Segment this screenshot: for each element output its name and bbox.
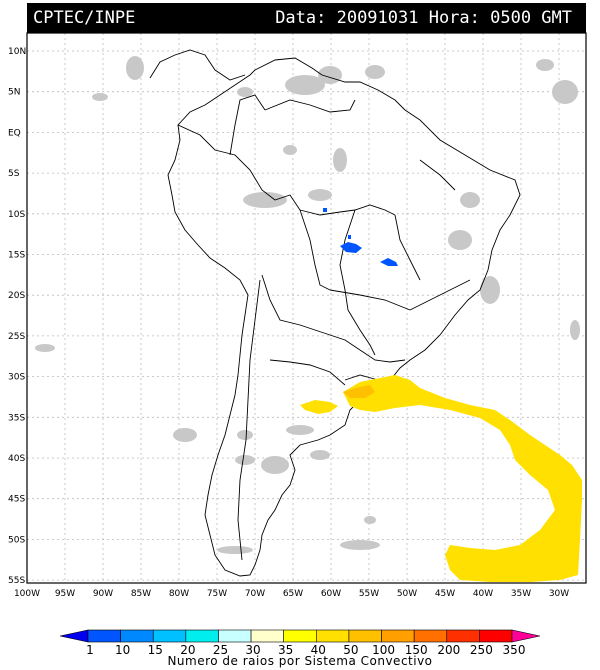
colorbar-level-label: 250 bbox=[470, 643, 493, 657]
colorbar-segment bbox=[218, 629, 252, 643]
graticule bbox=[27, 33, 586, 583]
lat-label: 15S bbox=[8, 251, 25, 261]
colorbar-level-label: 40 bbox=[311, 643, 326, 657]
map-header: CPTEC/INPE Data: 20091031 Hora: 0500 GMT bbox=[27, 3, 586, 33]
colorbar-level-label: 20 bbox=[180, 643, 195, 657]
colorbar-segment bbox=[446, 629, 480, 643]
lon-label: 65W bbox=[283, 589, 303, 599]
lat-label: 10N bbox=[8, 47, 26, 57]
colorbar-level-label: 350 bbox=[503, 643, 526, 657]
colorbar-segment bbox=[511, 629, 541, 643]
lat-label: 5S bbox=[8, 169, 20, 179]
latitude-labels: 10N 5N EQ 5S 10S 15S 20S 25S 30S 35S 40S 45S 50S 55S bbox=[8, 47, 26, 586]
colorbar-level-label: 35 bbox=[278, 643, 293, 657]
colorbar-segment bbox=[479, 629, 513, 643]
lon-label: 30W bbox=[549, 589, 569, 599]
lat-label: 10S bbox=[8, 210, 25, 220]
longitude-labels: 100W 95W 90W 85W 80W 75W 70W 65W 60W 55W 50W 45W 40W… bbox=[14, 589, 569, 599]
colorbar-level-label: 100 bbox=[372, 643, 395, 657]
colorbar-level-label: 10 bbox=[115, 643, 130, 657]
lat-label: 55S bbox=[8, 576, 25, 586]
colorbar-level-label: 30 bbox=[245, 643, 260, 657]
lon-label: 70W bbox=[245, 589, 265, 599]
colorbar-level-label: 50 bbox=[343, 643, 358, 657]
colorbar-level-label: 1 bbox=[86, 643, 94, 657]
colorbar-segment bbox=[381, 629, 415, 643]
lat-label: 25S bbox=[8, 332, 25, 342]
lightning-cells-high-inner bbox=[343, 385, 375, 398]
colorbar-segment bbox=[152, 629, 187, 643]
coastlines bbox=[149, 49, 521, 577]
lat-label: 35S bbox=[8, 413, 25, 423]
source-label: CPTEC/INPE bbox=[33, 8, 136, 28]
lon-label: 90W bbox=[93, 589, 113, 599]
colorbar-segment bbox=[316, 629, 350, 643]
colorbar-level-label: 15 bbox=[148, 643, 163, 657]
lat-label: 20S bbox=[8, 291, 25, 301]
cloud-cover bbox=[35, 56, 580, 554]
colorbar-segment bbox=[185, 629, 219, 643]
lon-label: 60W bbox=[321, 589, 341, 599]
lon-label: 75W bbox=[207, 589, 227, 599]
lon-label: 45W bbox=[435, 589, 455, 599]
lon-label: 55W bbox=[359, 589, 379, 599]
colorbar-level-label: 25 bbox=[213, 643, 228, 657]
colorbar-segment bbox=[59, 629, 89, 643]
date-time-label: Data: 20091031 Hora: 0500 GMT bbox=[275, 8, 572, 28]
colorbar-segment bbox=[283, 629, 317, 643]
colorbar-segment bbox=[348, 629, 382, 643]
lat-label: 30S bbox=[8, 373, 25, 383]
colorbar-segment bbox=[250, 629, 284, 643]
lat-label: 45S bbox=[8, 495, 25, 505]
lon-label: 95W bbox=[55, 589, 75, 599]
colorbar-segment bbox=[120, 629, 154, 643]
colorbar-segment bbox=[413, 629, 448, 643]
lon-label: 50W bbox=[397, 589, 417, 599]
lon-label: 85W bbox=[131, 589, 151, 599]
lat-label: 40S bbox=[8, 454, 25, 464]
lat-label: 5N bbox=[8, 88, 20, 98]
lon-label: 40W bbox=[473, 589, 493, 599]
lon-label: 35W bbox=[511, 589, 531, 599]
lightning-map: 10N5NEQ5S10S15S20S25S30S35S40S45S50S55S … bbox=[8, 32, 587, 599]
colorbar-title: Numero de raios por Sistema Convectivo bbox=[167, 654, 433, 668]
lon-label: 100W bbox=[14, 589, 40, 599]
lon-label: 80W bbox=[169, 589, 189, 599]
colorbar-level-label: 150 bbox=[405, 643, 428, 657]
lat-label: 50S bbox=[8, 535, 25, 545]
colorbar: 1 10 15 20 25 30 35 40 50 100 150 200 250 350 bbox=[59, 629, 541, 657]
colorbar-segment bbox=[87, 629, 121, 643]
lightning-cells-low bbox=[323, 208, 398, 266]
colorbar-level-label: 200 bbox=[437, 643, 460, 657]
lat-label: EQ bbox=[8, 128, 21, 138]
map-frame bbox=[26, 32, 587, 584]
